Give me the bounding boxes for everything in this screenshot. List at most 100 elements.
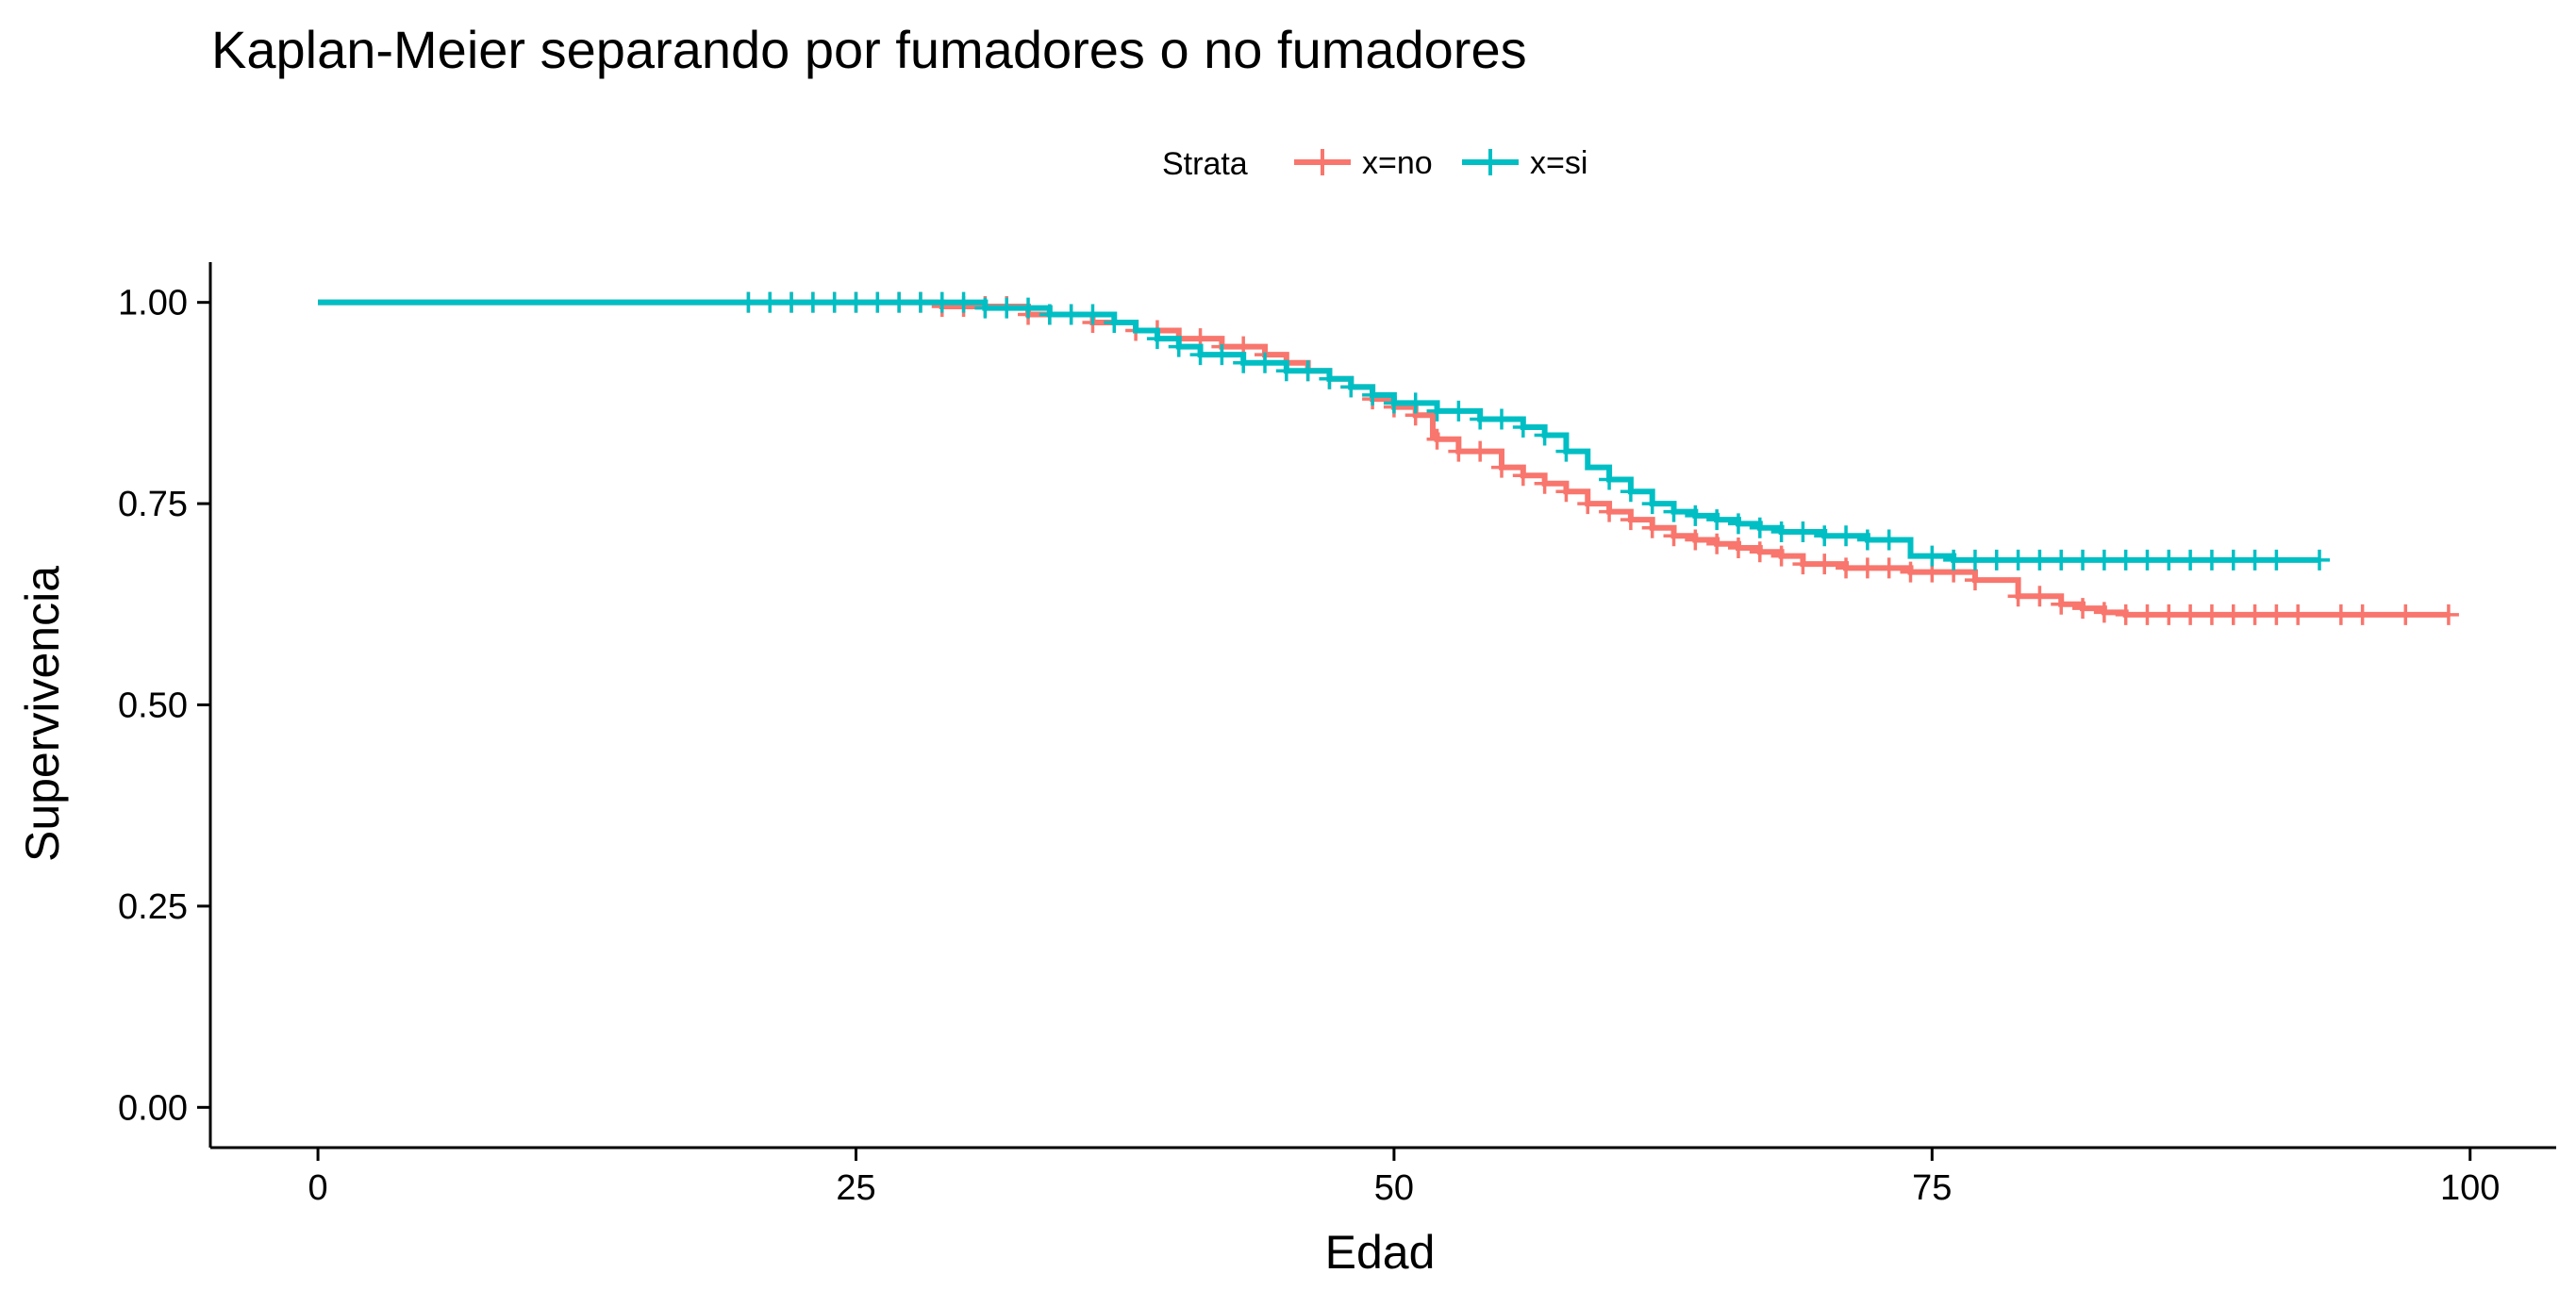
censor-mark <box>1512 465 1534 487</box>
chart-title: Kaplan-Meier separando por fumadores o n… <box>211 20 1527 79</box>
censor-mark <box>1168 336 1189 357</box>
censor-mark <box>2115 604 2136 625</box>
censor-mark <box>1964 549 1986 571</box>
censor-mark <box>1340 376 1362 398</box>
censor-mark <box>1727 538 1749 559</box>
censor-mark <box>909 291 931 313</box>
y-axis-title: Supervivencia <box>16 566 69 862</box>
censor-mark <box>1470 408 1491 430</box>
legend-label: x=si <box>1530 145 1587 181</box>
censor-mark <box>1189 344 1211 366</box>
censor-mark <box>1404 392 1426 414</box>
censor-mark <box>2309 549 2331 571</box>
censor-mark <box>2072 549 2094 571</box>
censor-mark <box>1577 493 1599 515</box>
censor-mark <box>2352 604 2373 625</box>
censor-mark <box>2136 549 2158 571</box>
censor-mark <box>2266 604 2287 625</box>
censor-mark <box>1836 525 1857 547</box>
censor-mark <box>2201 549 2222 571</box>
censor-mark <box>802 291 823 313</box>
x-tick-label: 100 <box>2440 1168 2500 1208</box>
censor-mark <box>1426 400 1448 422</box>
censor-mark <box>1878 529 1900 551</box>
y-tick-label: 0.25 <box>118 887 188 927</box>
censor-mark <box>1555 440 1577 462</box>
censor-mark <box>1814 525 1836 547</box>
censor-mark <box>2201 604 2222 625</box>
censor-mark <box>2072 598 2094 620</box>
censor-mark <box>889 291 910 313</box>
x-axis-ticks: 0 25 50 75 100 <box>308 1148 2500 1208</box>
censor-mark <box>2115 549 2136 571</box>
censor-mark <box>823 291 845 313</box>
legend-item-x=no: x=no <box>1294 145 1433 181</box>
legend-item-x=si: x=si <box>1462 145 1587 181</box>
censor-mark <box>781 291 803 313</box>
censor-mark <box>996 297 1018 319</box>
censor-mark <box>1039 304 1060 325</box>
censor-mark <box>1146 328 1168 350</box>
censor-mark <box>1426 428 1448 450</box>
censor-mark <box>1836 557 1857 579</box>
censor-mark <box>1814 554 1836 575</box>
censor-mark <box>1749 541 1770 563</box>
censor-mark <box>2222 549 2244 571</box>
censor-mark <box>1275 360 1297 382</box>
censor-mark <box>1685 529 1706 551</box>
censor-mark <box>1792 521 1814 542</box>
censor-mark <box>1297 360 1319 382</box>
censor-mark <box>2093 549 2115 571</box>
censor-mark <box>2180 549 2202 571</box>
censor-mark <box>1620 509 1641 531</box>
survival-curve-x=no <box>318 299 2449 618</box>
censor-mark <box>1663 525 1685 547</box>
censor-mark <box>1620 481 1641 503</box>
censor-mark <box>2051 549 2072 571</box>
x-tick-label: 75 <box>1912 1168 1952 1208</box>
censor-mark <box>1383 392 1404 414</box>
censor-mark <box>1964 570 1986 591</box>
censor-mark <box>1490 456 1512 478</box>
censor-mark <box>1770 545 1792 567</box>
censor-mark <box>1706 509 1728 531</box>
censor-mark <box>2029 586 2051 607</box>
series-x=no <box>318 291 2459 625</box>
censor-mark <box>2180 604 2202 625</box>
survival-curve-x=si <box>318 299 2320 563</box>
censor-mark <box>1599 469 1620 490</box>
censor-mark <box>2222 604 2244 625</box>
censor-mark <box>1641 517 1663 538</box>
censor-mark <box>1727 513 1749 535</box>
censor-mark <box>1878 557 1900 579</box>
censor-mark <box>845 291 867 313</box>
censor-mark <box>2266 549 2287 571</box>
censor-mark <box>1706 533 1728 554</box>
censor-mark <box>2093 602 2115 623</box>
legend-label: x=no <box>1362 145 1433 181</box>
censor-mark <box>974 297 996 319</box>
censor-mark <box>2029 549 2051 571</box>
censor-mark <box>1685 504 1706 526</box>
censor-mark <box>1104 312 1125 334</box>
y-tick-label: 1.00 <box>118 284 188 323</box>
x-tick-label: 50 <box>1374 1168 1414 1208</box>
censor-mark <box>1943 549 1965 571</box>
censor-mark <box>1060 304 1082 325</box>
censor-mark <box>1319 368 1340 389</box>
censor-mark <box>1018 297 1039 319</box>
censor-mark <box>1770 521 1792 542</box>
censor-mark <box>1856 529 1878 551</box>
censor-mark <box>1362 384 1384 405</box>
x-tick-label: 0 <box>308 1168 328 1208</box>
censor-mark <box>1921 545 1943 567</box>
censor-mark <box>931 291 953 313</box>
legend: Strata x=no x=si <box>1162 145 1587 182</box>
y-axis-ticks: 0.00 0.25 0.50 0.75 1.00 <box>118 284 210 1128</box>
censor-mark <box>2051 593 2072 615</box>
censor-mark <box>1448 440 1470 462</box>
censor-mark <box>1641 493 1663 515</box>
y-tick-label: 0.75 <box>118 485 188 524</box>
censor-mark <box>1448 400 1470 422</box>
